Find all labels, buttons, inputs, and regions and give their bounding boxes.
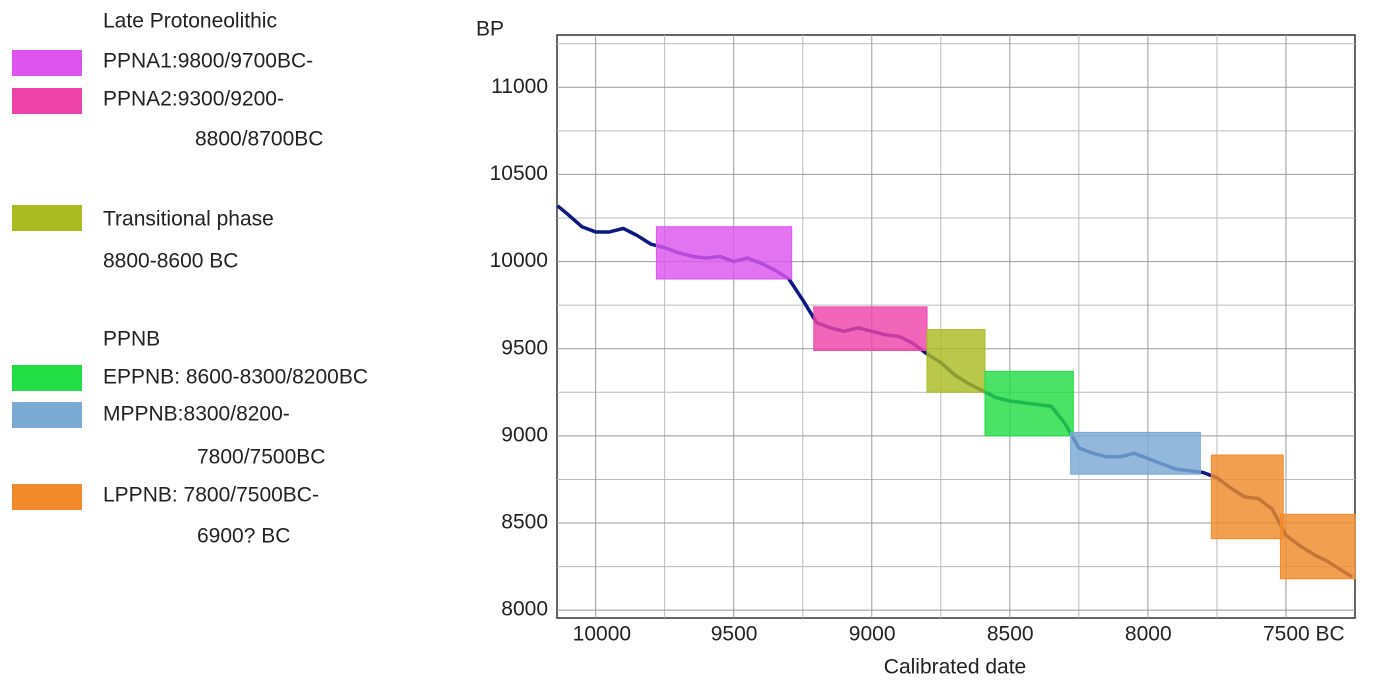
legend-swatch	[12, 205, 82, 231]
x-tick-label: 10000	[573, 623, 631, 646]
x-axis-label: Calibrated date	[884, 656, 1026, 679]
y-tick-label: 9500	[501, 336, 548, 359]
legend-swatch	[12, 365, 82, 391]
legend-group-title: Late Protoneolithic	[103, 10, 277, 33]
legend-label: 8800/8700BC	[195, 128, 323, 151]
legend-label: MPPNB:8300/8200-	[103, 403, 290, 426]
x-tick-label: 8000	[1125, 623, 1172, 646]
x-tick-label: 9000	[849, 623, 896, 646]
legend-swatch	[12, 484, 82, 510]
phase-box	[984, 370, 1074, 437]
legend-group-title: PPNB	[103, 328, 160, 351]
legend-label: 6900? BC	[197, 525, 290, 548]
legend-swatch	[12, 88, 82, 114]
legend-label: PPNA2:9300/9200-	[103, 88, 284, 111]
x-tick-label: 7500 BC	[1263, 623, 1345, 646]
phase-box	[1279, 513, 1356, 580]
legend-label: Transitional phase	[103, 208, 274, 231]
x-tick-label: 9500	[711, 623, 758, 646]
phase-box	[1070, 431, 1201, 475]
y-axis-label: BP	[476, 18, 504, 41]
y-tick-label: 11000	[491, 75, 548, 98]
phase-box	[655, 226, 793, 280]
legend-label: EPPNB: 8600-8300/8200BC	[103, 366, 368, 389]
y-tick-label: 8000	[501, 598, 548, 621]
phase-box	[1210, 454, 1284, 540]
legend-swatch	[12, 50, 82, 76]
phase-box	[813, 306, 928, 351]
legend-label: 7800/7500BC	[197, 446, 325, 469]
legend-label: 8800-8600 BC	[103, 250, 238, 273]
y-tick-label: 10000	[490, 249, 548, 272]
legend-label: PPNA1:9800/9700BC-	[103, 50, 313, 73]
legend-swatch	[12, 402, 82, 428]
legend-label: LPPNB: 7800/7500BC-	[103, 484, 319, 507]
x-tick-label: 8500	[987, 623, 1034, 646]
phase-box	[926, 329, 986, 393]
y-tick-label: 8500	[501, 511, 548, 534]
y-tick-label: 9000	[501, 423, 548, 446]
y-tick-label: 10500	[490, 162, 548, 185]
